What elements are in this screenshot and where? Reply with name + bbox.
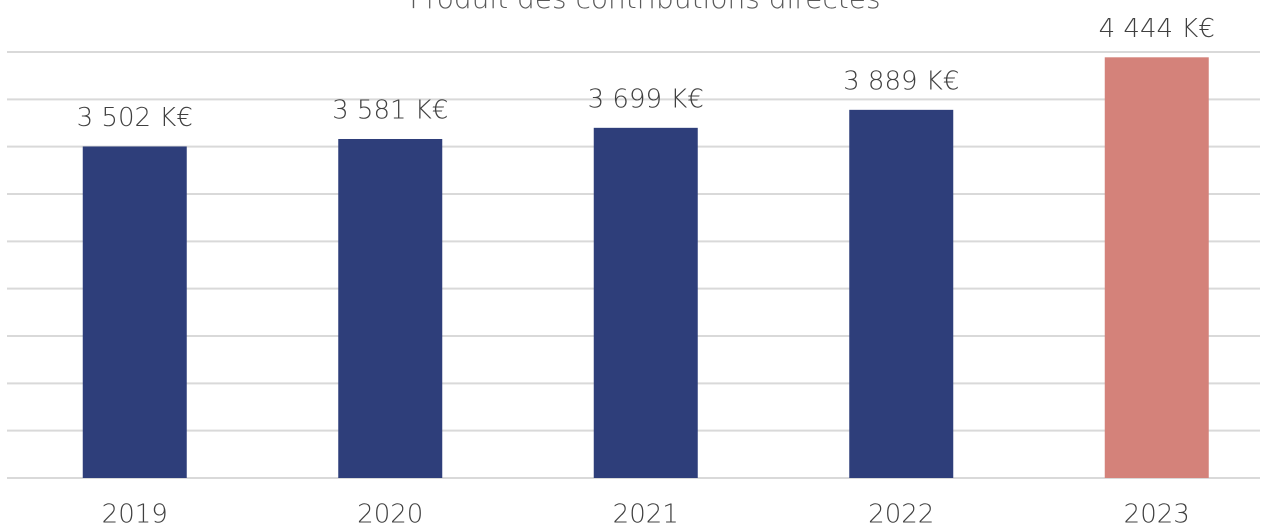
data-label: 3 502 K€ (77, 103, 193, 133)
x-tick-label: 2021 (613, 500, 679, 526)
data-label: 3 581 K€ (332, 95, 448, 125)
x-tick-label: 2020 (357, 500, 423, 526)
x-tick-label: 2022 (868, 500, 934, 526)
x-tick-label: 2023 (1124, 500, 1190, 526)
bar (1104, 57, 1209, 479)
x-tick-label: 2019 (102, 500, 168, 526)
bar (593, 127, 698, 478)
data-label: 4 444 K€ (1099, 14, 1215, 44)
chart-title: Produit des contributions directes (409, 0, 880, 15)
bar (82, 146, 187, 478)
bar (338, 138, 443, 479)
data-label: 3 699 K€ (588, 84, 704, 114)
data-label: 3 889 K€ (843, 66, 959, 96)
bar (849, 109, 954, 478)
